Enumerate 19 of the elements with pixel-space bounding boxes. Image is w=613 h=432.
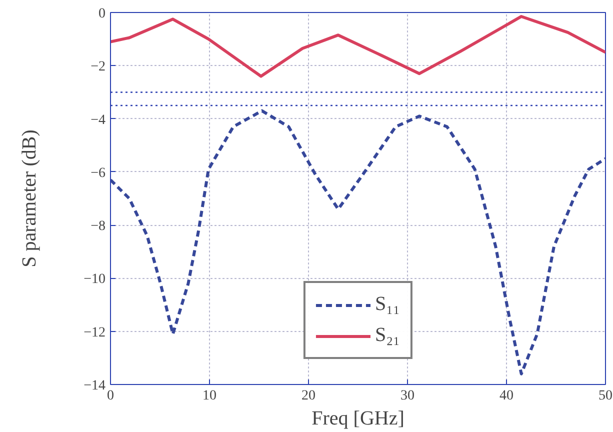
y-tick-label: 0 [98,6,106,22]
y-tick-label: −8 [90,219,106,234]
y-axis-title: S parameter (dB) [18,130,41,268]
x-tick-label: 20 [302,388,316,404]
legend-label: S₁₁ [374,293,400,316]
y-tick-label: −4 [90,112,106,128]
x-tick-label: 50 [598,388,612,404]
x-tick-label: 30 [400,388,414,404]
x-tick-label: 40 [500,388,514,404]
line-series [110,14,606,78]
x-axis-title: Freq [GHz] [312,408,404,430]
y-tick-label: −2 [90,60,106,75]
y-tick-label: −12 [84,325,106,340]
y-tick-label: −10 [84,272,106,288]
x-tick-label: 10 [202,388,216,404]
line-series [110,109,606,376]
legend-label: S₂₁ [374,324,400,347]
y-tick-label: −14 [84,378,106,394]
y-tick-label: −6 [90,166,106,181]
